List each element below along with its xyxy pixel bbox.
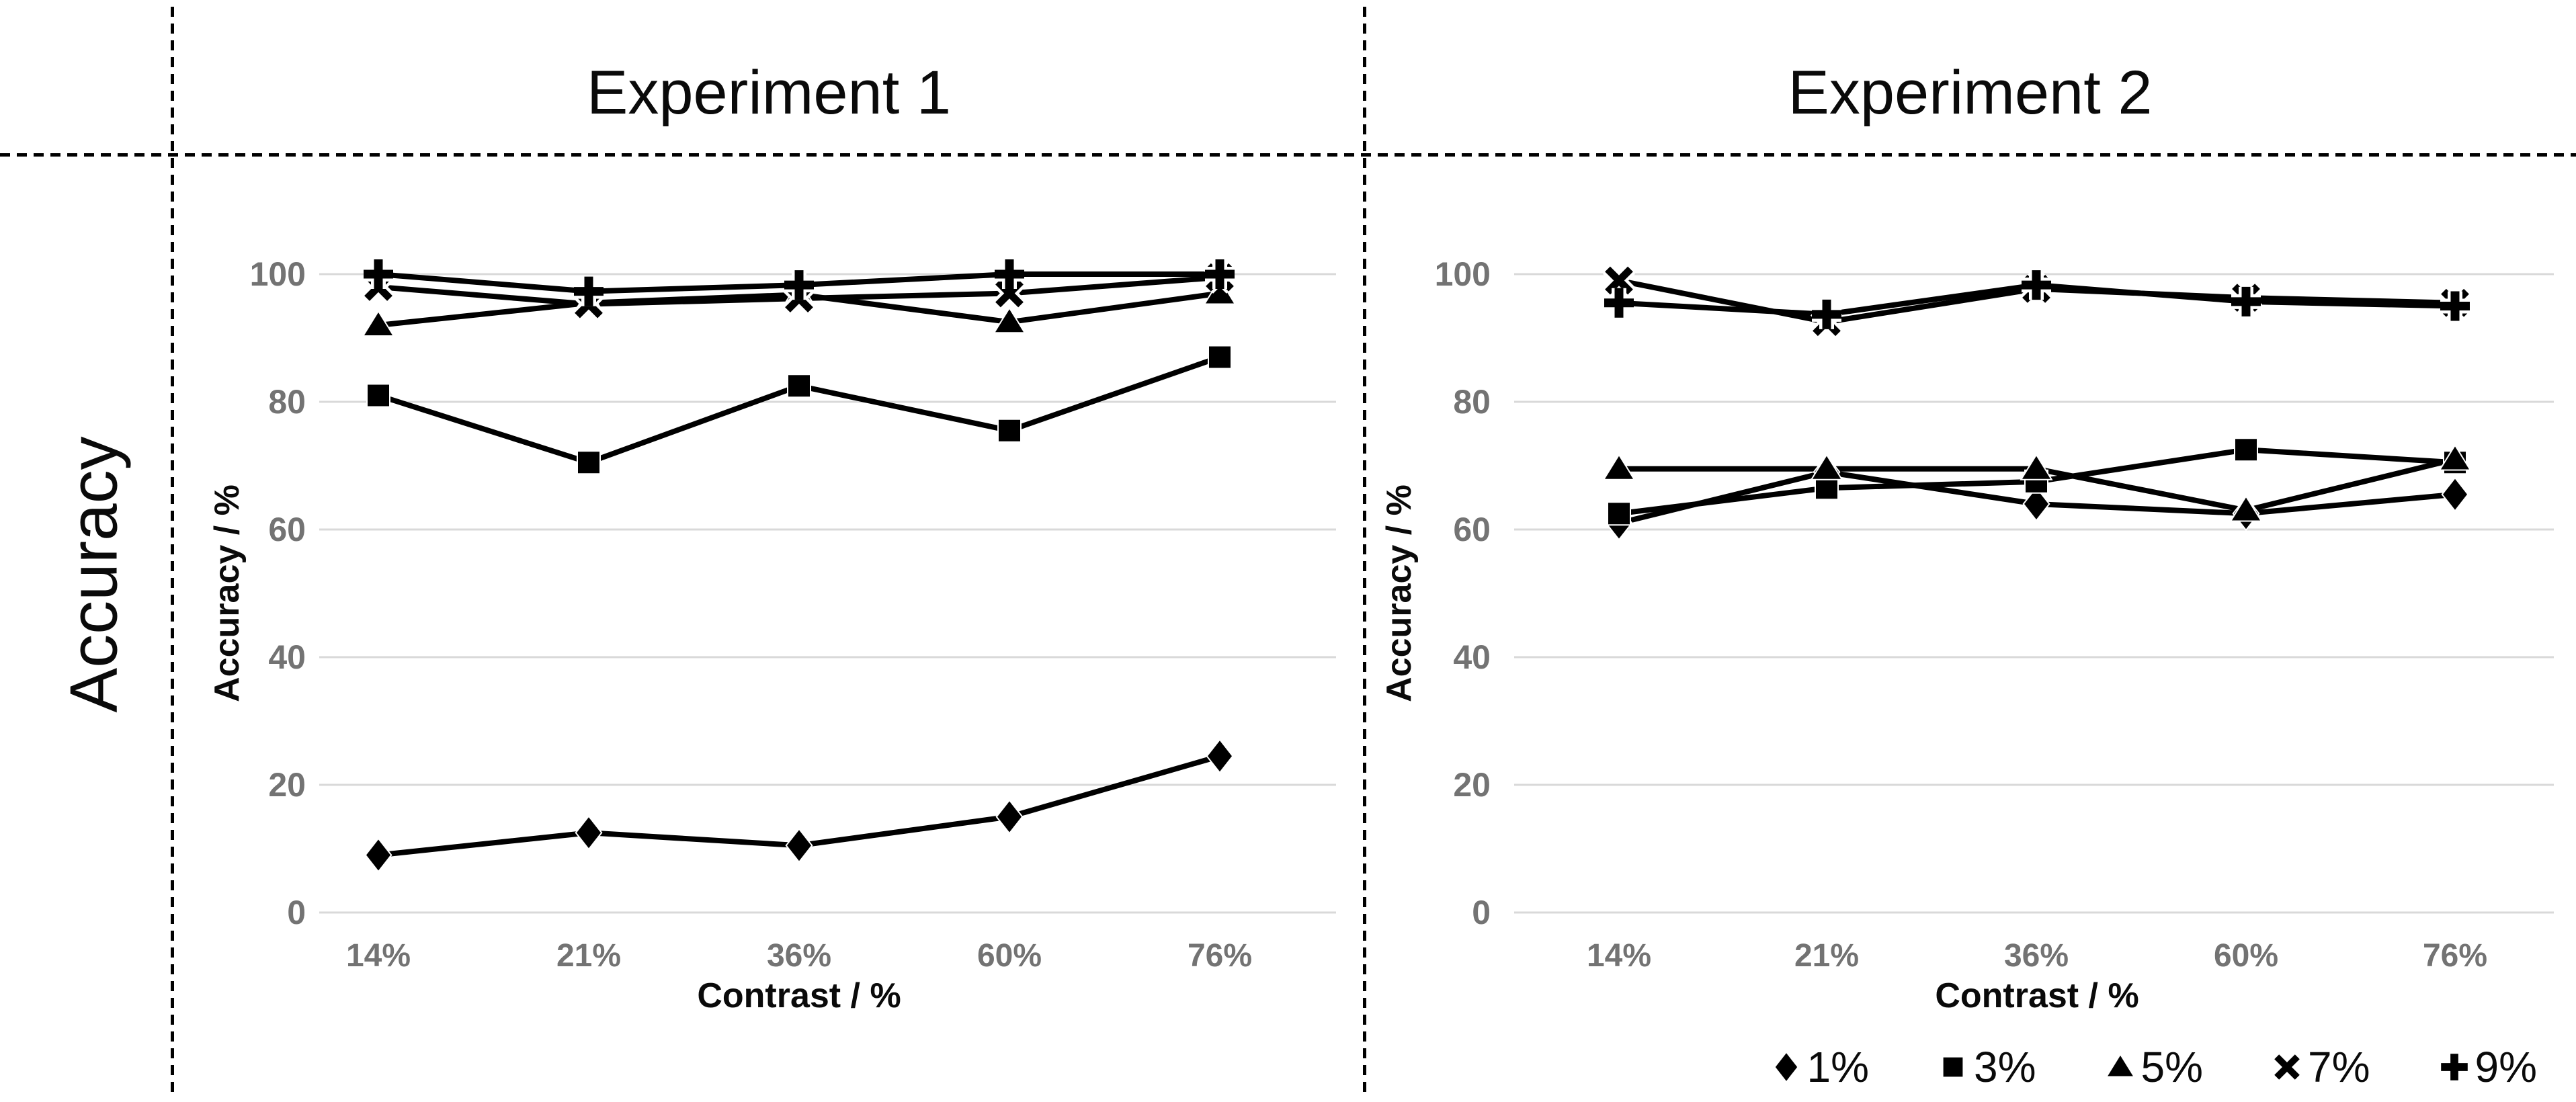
x-axis-label-exp2: Contrast / % [1935, 976, 2139, 1015]
panel-title-experiment-2: Experiment 2 [1788, 58, 2153, 127]
y-tick-labels: 0 20 40 60 80 100 [1435, 255, 1491, 931]
legend-item-label: 5% [2141, 1043, 2204, 1091]
panel-1: 0 20 40 60 80 100 14% 21% 36% 60% 76% [250, 255, 1336, 974]
panel-2: 0 20 40 60 80 100 14% 21% 36% 60% 76% [1435, 255, 2554, 974]
svg-text:40: 40 [268, 638, 306, 676]
x-tick-labels: 14% 21% 36% 60% 76% [346, 938, 1252, 974]
svg-text:14%: 14% [346, 938, 411, 974]
legend-item: 1% [1768, 1042, 1870, 1092]
svg-text:36%: 36% [2004, 938, 2069, 974]
x-tick-labels: 14% 21% 36% 60% 76% [1587, 938, 2487, 974]
series-lines [377, 271, 1221, 858]
svg-text:60: 60 [268, 511, 306, 548]
svg-text:20: 20 [1453, 766, 1491, 804]
legend-item: 3% [1935, 1042, 2036, 1092]
legend-item-label: 7% [2308, 1043, 2370, 1091]
series-line-3% [377, 354, 1221, 466]
svg-text:21%: 21% [556, 938, 621, 974]
legend-marker-icon [2440, 1054, 2468, 1080]
legend-item-label: 9% [2475, 1043, 2538, 1091]
legend-item-label: 3% [1974, 1043, 2036, 1091]
gridlines [1514, 273, 2554, 914]
panel-title-experiment-1: Experiment 1 [586, 58, 952, 127]
legend-item: 7% [2269, 1042, 2370, 1092]
y-tick-labels: 0 20 40 60 80 100 [250, 255, 306, 931]
svg-text:36%: 36% [767, 938, 831, 974]
top-dashed-divider [0, 153, 2576, 157]
legend-item: 9% [2436, 1042, 2538, 1092]
svg-text:60: 60 [1453, 511, 1491, 548]
svg-text:40: 40 [1453, 638, 1491, 676]
center-dashed-divider [1363, 7, 1366, 1095]
svg-text:21%: 21% [1794, 938, 1859, 974]
svg-text:0: 0 [287, 894, 306, 931]
svg-text:76%: 76% [2423, 938, 2487, 974]
legend-marker-icon [1943, 1057, 1963, 1077]
legend-item-label: 1% [1806, 1043, 1870, 1091]
svg-text:60%: 60% [977, 938, 1042, 974]
svg-text:80: 80 [1453, 383, 1491, 421]
svg-text:76%: 76% [1188, 938, 1252, 974]
legend-marker-icon [2274, 1054, 2300, 1080]
svg-text:100: 100 [250, 255, 306, 293]
series-markers [362, 259, 1237, 873]
legend-marker-icon [1775, 1053, 1797, 1081]
svg-text:20: 20 [268, 766, 306, 804]
gridlines [319, 273, 1336, 914]
svg-text:80: 80 [268, 383, 306, 421]
svg-text:0: 0 [1472, 894, 1491, 931]
left-dashed-divider [171, 7, 174, 1095]
x-axis-label-exp1: Contrast / % [697, 976, 901, 1015]
legend: 1% 3% 5% 7% 9% [1768, 1040, 2538, 1094]
svg-text:14%: 14% [1587, 938, 1651, 974]
legend-item: 5% [2102, 1042, 2204, 1092]
svg-text:100: 100 [1435, 255, 1491, 293]
legend-marker-icon [2107, 1055, 2133, 1076]
svg-text:60%: 60% [2214, 938, 2278, 974]
series-markers [1602, 264, 2472, 541]
